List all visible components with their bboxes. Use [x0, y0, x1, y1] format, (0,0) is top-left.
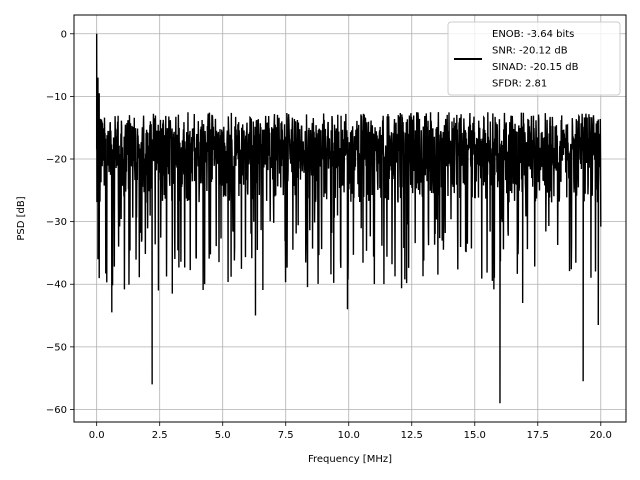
x-tick-label: 12.5	[401, 430, 423, 441]
y-tick-label: −60	[46, 405, 67, 416]
x-axis-ticks: 0.0 2.5 5.0 7.5 10.0 12.5 15.0 17.5 20.0	[89, 422, 612, 441]
psd-series-line	[95, 33, 602, 404]
x-axis-label: Frequency [MHz]	[308, 454, 392, 465]
y-tick-label: −30	[46, 217, 67, 228]
legend-snr: SNR: -20.12 dB	[492, 46, 568, 57]
y-tick-label: −20	[46, 155, 67, 166]
y-tick-label: −10	[46, 92, 67, 103]
x-tick-label: 7.5	[278, 430, 294, 441]
x-tick-label: 5.0	[215, 430, 231, 441]
plot-frame	[73, 14, 627, 423]
y-tick-label: −40	[46, 280, 67, 291]
x-tick-label: 15.0	[464, 430, 486, 441]
legend-enob: ENOB: -3.64 bits	[492, 29, 574, 40]
y-axis-label: PSD [dB]	[16, 196, 27, 240]
series-layer	[95, 33, 602, 404]
x-tick-label: 20.0	[590, 430, 612, 441]
legend-box	[447, 21, 621, 96]
x-tick-label: 2.5	[152, 430, 168, 441]
x-tick-label: 0.0	[89, 430, 105, 441]
y-tick-label: −50	[46, 342, 67, 353]
legend-sinad: SINAD: -20.15 dB	[492, 62, 579, 73]
y-axis-ticks: 0 −10 −20 −30 −40 −50 −60	[46, 29, 74, 416]
legend: ENOB: -3.64 bits SNR: -20.12 dB SINAD: -…	[447, 21, 621, 96]
y-tick-label: 0	[61, 29, 67, 40]
x-tick-label: 17.5	[527, 430, 549, 441]
x-tick-label: 10.0	[338, 430, 360, 441]
legend-sfdr: SFDR: 2.81	[492, 79, 547, 90]
